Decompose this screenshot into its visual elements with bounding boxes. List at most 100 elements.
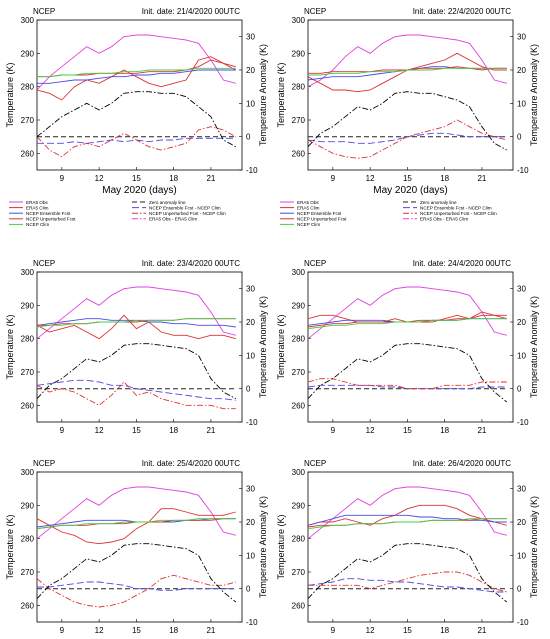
chart-panel-5: NCEP Init. date: 25/4/2020 00UTC 9 12 15 18 21… [5, 459, 268, 635]
y-tick-label: 300 [292, 468, 306, 477]
legend-label: ERA5 Obs - ERA5 Clim [149, 217, 197, 222]
y2-tick-label: 10 [517, 351, 526, 360]
panel-model-label: NCEP [304, 459, 326, 468]
x-tick-label: 15 [403, 174, 412, 183]
legend-label: ERA5 Clim [26, 205, 49, 210]
legend-label: ERA5 Obs [26, 200, 48, 205]
y-axis-label: Temperature (K) [5, 62, 15, 127]
panel-model-label: NCEP [33, 259, 55, 268]
x-tick-label: 21 [477, 426, 486, 435]
legend-label: NCEP Clim [26, 222, 49, 227]
y-axis-label: Temperature (K) [5, 514, 15, 579]
x-tick-label: 9 [331, 426, 336, 435]
y-tick-label: 290 [292, 301, 306, 310]
y-tick-label: 280 [292, 535, 306, 544]
plot-frame [307, 471, 514, 623]
y2-tick-label: 30 [246, 285, 255, 294]
y-tick-label: 280 [21, 83, 35, 92]
y2-tick-label: 10 [517, 551, 526, 560]
series-line-anom-obs [308, 91, 508, 151]
y2-tick-label: 30 [517, 485, 526, 494]
legend-label: NCEP Ensemble Fcst [297, 211, 342, 216]
legend-label: NCEP Clim [297, 222, 320, 227]
series-line-era5-clim [308, 504, 507, 526]
series-line-era5-obs [37, 286, 236, 340]
x-tick-label: 12 [95, 626, 104, 635]
series-line-anom-unp [308, 378, 507, 390]
y-axis-label: Temperature (K) [5, 314, 15, 379]
x-tick-label: 21 [477, 174, 486, 183]
x-tick-label: 12 [95, 426, 104, 435]
series-line-unperturbed [37, 518, 236, 530]
series-group [308, 486, 508, 603]
y2-tick-label: 20 [246, 318, 255, 327]
x-axis-label: May 2020 (days) [102, 185, 176, 196]
y2-tick-label: 0 [246, 585, 251, 594]
legend-label: Zero anomaly line [149, 200, 186, 205]
y2-tick-label: 10 [246, 351, 255, 360]
y2-tick-label: 30 [246, 485, 255, 494]
series-line-ncep-clim [308, 318, 507, 330]
y-tick-label: 290 [21, 301, 35, 310]
y2-tick-label: 0 [517, 385, 522, 394]
y-tick-label: 290 [292, 501, 306, 510]
series-line-anom-ens [308, 132, 507, 144]
y2-tick-label: -10 [246, 418, 258, 427]
x-tick-label: 15 [132, 174, 141, 183]
y2-axis-label: Temperature Anomaly (K) [258, 496, 268, 598]
series-line-ensemble [37, 69, 236, 84]
y2-tick-label: 30 [246, 33, 255, 42]
y-axis-label: Temperature (K) [276, 314, 286, 379]
y-tick-label: 260 [292, 149, 306, 158]
x-tick-label: 15 [132, 426, 141, 435]
y2-tick-label: 30 [517, 33, 526, 42]
y2-tick-label: 10 [246, 551, 255, 560]
chart-panel-6: NCEP Init. date: 26/4/2020 00UTC 9 12 15 18 21… [276, 459, 539, 635]
series-line-ncep-clim [308, 518, 507, 530]
y-tick-label: 290 [21, 49, 35, 58]
y2-tick-label: 0 [517, 585, 522, 594]
y2-tick-label: -10 [517, 418, 529, 427]
series-line-anom-unp [308, 571, 507, 593]
legend-label: NCEP Ensemble Fcst [26, 211, 71, 216]
y2-tick-label: -10 [246, 618, 258, 627]
legend-label: NCEP Ensemble Fcst - NCEP Clim [149, 205, 221, 210]
x-tick-label: 18 [440, 174, 449, 183]
y2-tick-label: 20 [517, 518, 526, 527]
x-tick-label: 12 [366, 426, 375, 435]
y2-axis-label: Temperature Anomaly (K) [258, 44, 268, 146]
chart-panel-3: NCEP Init. date: 23/4/2020 00UTC 9 12 15 18 21… [5, 259, 268, 435]
x-tick-label: 9 [331, 626, 336, 635]
y2-tick-label: 30 [517, 285, 526, 294]
series-line-anom-unp [37, 574, 236, 608]
chart-panel-4: NCEP Init. date: 24/4/2020 00UTC 9 12 15 18 21… [276, 259, 539, 435]
y-tick-label: 300 [21, 268, 35, 277]
plot-frame [307, 271, 514, 423]
x-tick-label: 18 [440, 626, 449, 635]
legend-label: NCEP Unperturbed Fcst - NCEP Clim [149, 211, 226, 216]
y2-tick-label: 20 [517, 66, 526, 75]
series-line-ncep-clim [37, 318, 236, 328]
series-group [37, 34, 237, 158]
legend-label: ERA5 Obs - ERA5 Clim [420, 217, 468, 222]
series-line-era5-obs [37, 486, 236, 540]
y2-tick-label: 0 [246, 385, 251, 394]
series-line-anom-ens [37, 137, 236, 144]
series-line-ncep-clim [37, 518, 236, 530]
x-tick-label: 9 [60, 626, 65, 635]
series-line-anom-ens [308, 578, 507, 593]
y2-tick-label: -10 [517, 166, 529, 175]
y2-tick-label: 0 [246, 133, 251, 142]
series-line-anom-ens [37, 379, 236, 401]
panel-title: Init. date: 26/4/2020 00UTC [413, 459, 512, 468]
x-tick-label: 9 [60, 174, 65, 183]
series-line-era5-clim [308, 52, 507, 93]
y-tick-label: 280 [292, 335, 306, 344]
y2-tick-label: -10 [246, 166, 258, 175]
series-group [37, 486, 237, 608]
series-line-ncep-clim [37, 67, 236, 78]
chart-panel-1: NCEP Init. date: 21/4/2020 00UTC 9 12 15 18 21… [5, 7, 268, 227]
x-tick-label: 18 [169, 174, 178, 183]
